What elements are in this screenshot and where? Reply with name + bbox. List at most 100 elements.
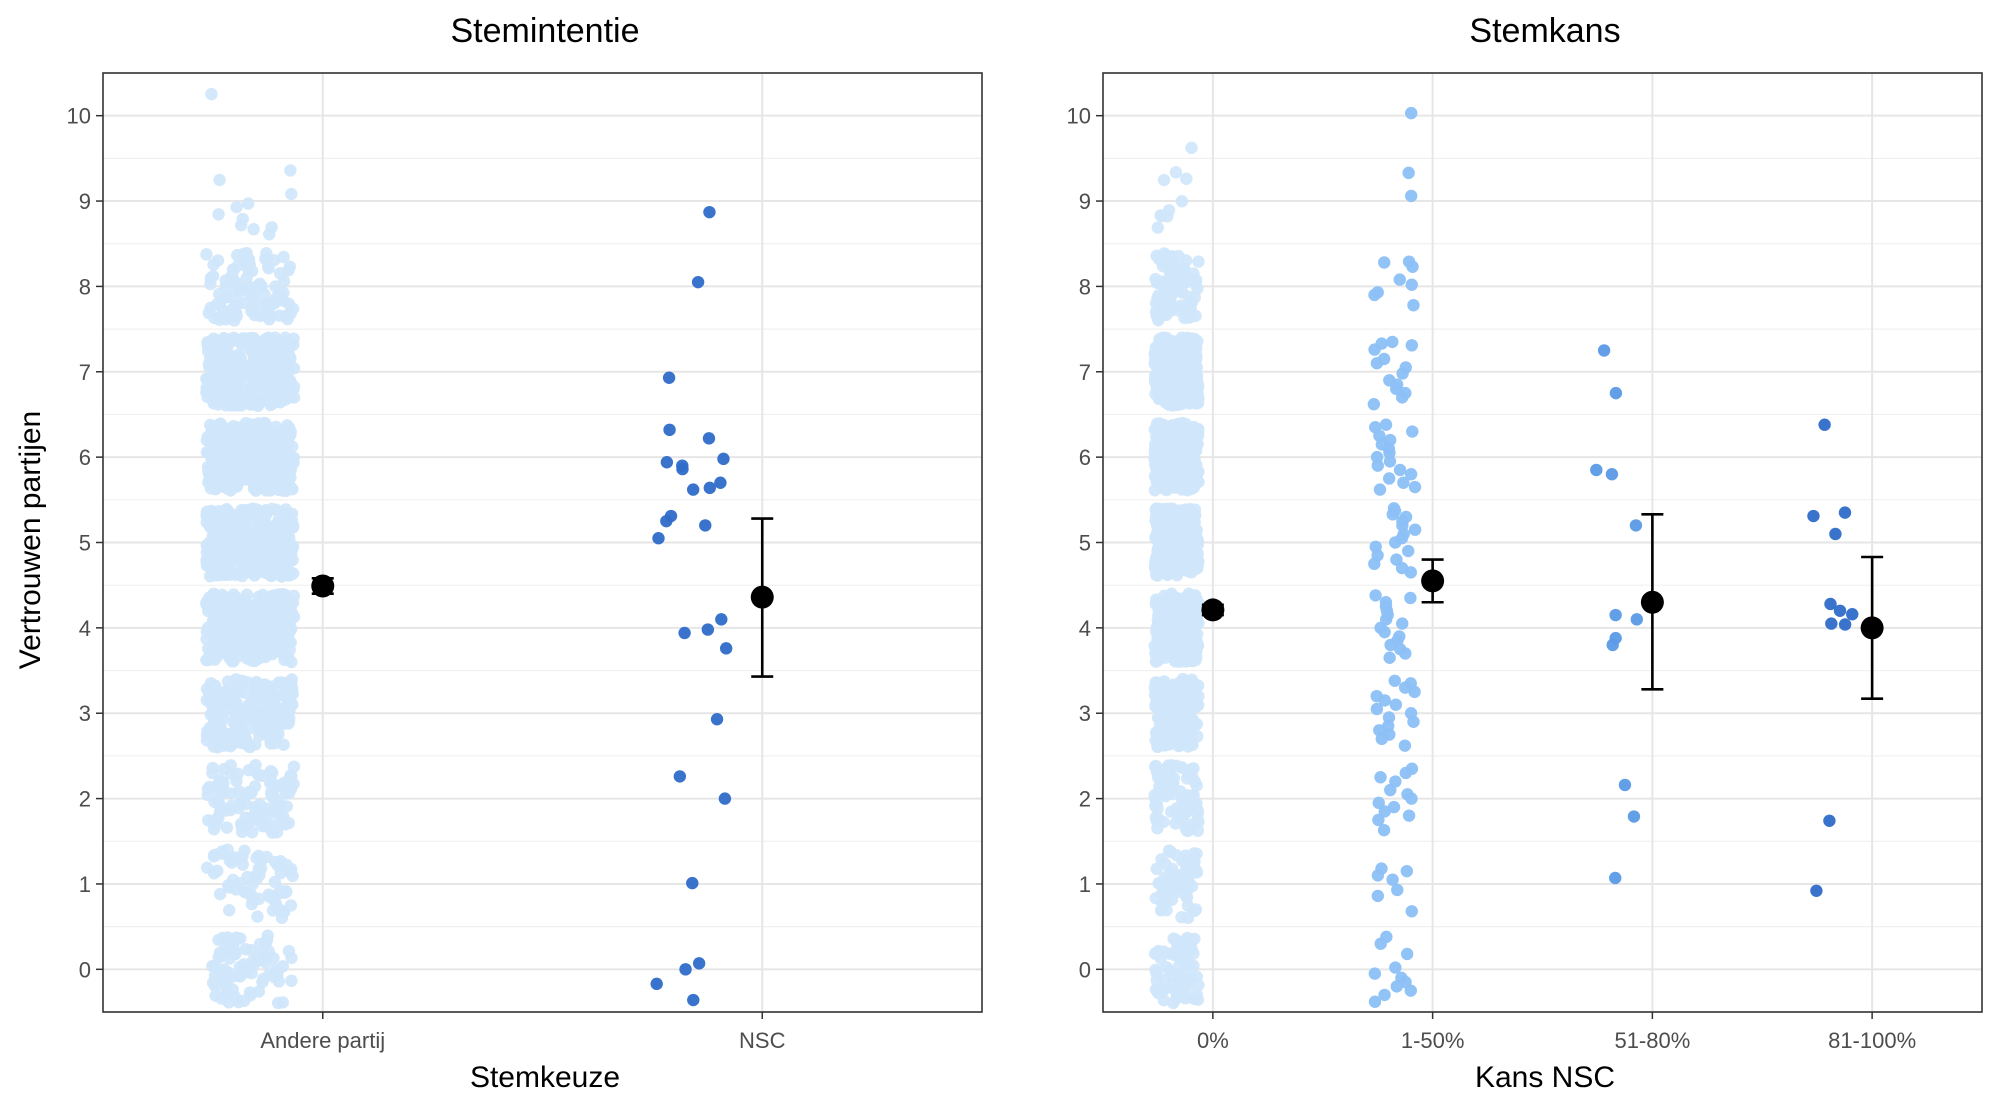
data-point: [1151, 822, 1164, 835]
data-point: [228, 698, 241, 711]
data-point: [1404, 566, 1418, 579]
data-point: [1167, 996, 1180, 1010]
x-axis: Andere partij NSC: [260, 1012, 786, 1053]
data-point: [221, 987, 234, 1000]
data-point: [262, 434, 276, 447]
data-point: [1184, 534, 1197, 547]
data-point: [1629, 519, 1643, 532]
data-point: [207, 587, 220, 601]
data-point: [1149, 811, 1163, 824]
data-point: [213, 739, 226, 753]
data-point: [279, 589, 293, 602]
data-point: [239, 704, 253, 717]
data-point: [213, 173, 226, 187]
data-point: [1150, 966, 1163, 980]
data-point: [259, 951, 272, 964]
data-point: [1180, 172, 1193, 185]
data-point: [1189, 309, 1202, 323]
panel-title: Stemkans: [1469, 12, 1620, 50]
data-point: [236, 253, 250, 266]
x-tick-label: NSC: [739, 1028, 786, 1053]
data-point: [268, 691, 282, 705]
data-point: [284, 425, 297, 438]
data-point: [260, 523, 273, 537]
data-point: [264, 398, 277, 412]
data-point: [229, 673, 243, 686]
data-point: [1402, 166, 1415, 180]
data-point: [1172, 881, 1185, 894]
data-point: [285, 507, 299, 521]
mean-point: [311, 574, 335, 598]
data-point: [1148, 484, 1162, 497]
y-tick-label: 1: [1079, 872, 1091, 897]
data-point: [1186, 694, 1199, 708]
data-point: [1186, 332, 1200, 345]
summary-marks: [311, 517, 774, 678]
data-point: [1186, 470, 1199, 483]
data-point: [660, 456, 674, 469]
data-point: [253, 798, 267, 811]
data-point: [222, 380, 235, 394]
data-point: [1371, 459, 1384, 472]
data-point: [1371, 869, 1385, 882]
data-point: [1370, 702, 1384, 716]
mean-point: [1860, 616, 1884, 640]
data-point: [1370, 357, 1384, 370]
data-point: [1372, 813, 1385, 827]
data-point: [1172, 249, 1185, 263]
data-point: [1408, 523, 1422, 536]
gridlines: [1103, 72, 1982, 1013]
mean-point: [1421, 569, 1445, 593]
data-point: [1152, 627, 1166, 641]
data-point: [284, 164, 297, 177]
data-point: [285, 655, 298, 669]
y-tick-label: 7: [1079, 360, 1091, 385]
data-point: [268, 875, 282, 889]
data-point: [710, 713, 724, 726]
data-point: [1173, 695, 1187, 708]
data-point: [284, 307, 297, 320]
data-point: [248, 427, 261, 440]
data-point: [1378, 988, 1391, 1002]
data-point: [282, 944, 296, 958]
data-point: [268, 611, 282, 625]
data-point: [1188, 431, 1201, 444]
data-point: [206, 614, 220, 628]
data-point: [277, 738, 290, 751]
data-point: [702, 432, 716, 445]
data-point: [1161, 786, 1175, 799]
data-point: [1170, 759, 1183, 773]
data-point: [660, 514, 673, 528]
data-point: [204, 548, 217, 562]
data-point: [1181, 911, 1195, 925]
data-point: [1405, 278, 1418, 291]
data-point: [1387, 800, 1401, 814]
data-point: [219, 313, 233, 326]
data-point: [1188, 718, 1201, 732]
data-point: [212, 692, 225, 706]
y-tick-label: 9: [1079, 189, 1091, 214]
data-point: [1151, 221, 1164, 234]
data-point: [277, 250, 290, 264]
data-point: [248, 351, 262, 364]
data-point: [1158, 480, 1171, 494]
data-point: [1158, 880, 1171, 893]
data-point: [212, 933, 225, 947]
data-point: [1166, 514, 1179, 527]
data-point: [202, 476, 215, 489]
data-point: [1149, 341, 1163, 355]
y-tick-label: 7: [79, 360, 91, 385]
data-point: [1368, 288, 1381, 302]
data-point: [1408, 480, 1422, 494]
data-point: [282, 566, 296, 579]
data-point: [204, 277, 217, 291]
data-point: [663, 423, 676, 437]
data-point: [1167, 971, 1181, 984]
data-point: [1175, 195, 1189, 208]
data-point: [1367, 398, 1381, 411]
y-tick-label: 8: [79, 274, 91, 299]
data-point: [1192, 255, 1205, 268]
data-point: [247, 647, 261, 660]
data-point: [236, 454, 249, 467]
data-point: [1148, 947, 1162, 960]
